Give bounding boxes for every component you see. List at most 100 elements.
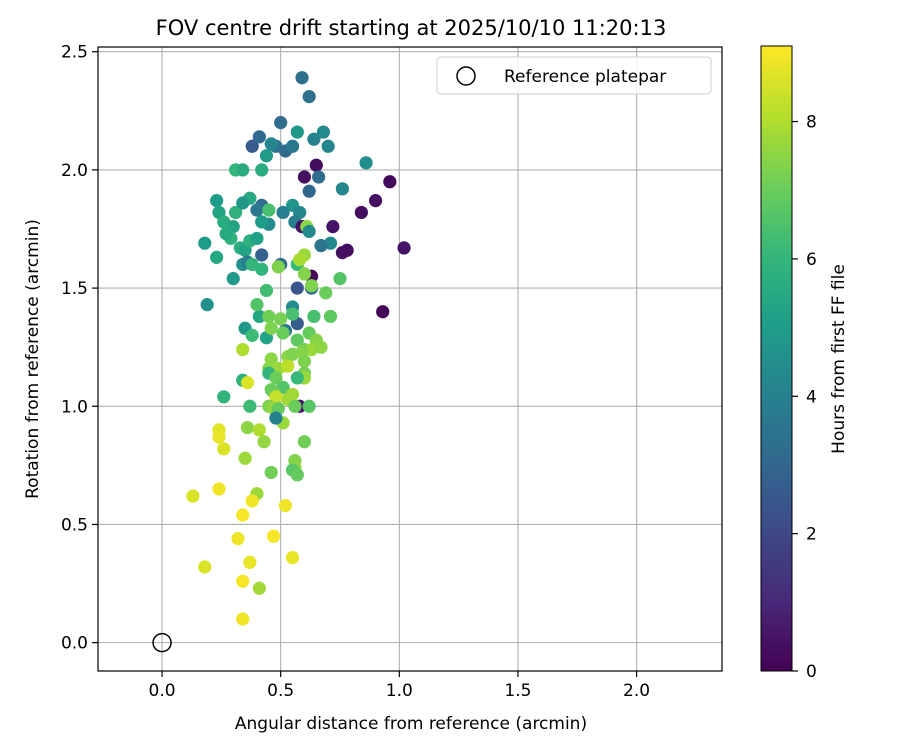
data-point (238, 451, 252, 465)
data-point (264, 465, 278, 480)
data-point (252, 309, 266, 324)
x-axis-label: Angular distance from reference (arcmin) (235, 714, 587, 734)
data-point (269, 411, 283, 425)
data-point (278, 498, 293, 513)
legend-marker-open-circle (456, 66, 476, 86)
reference-platepar-marker (152, 632, 172, 653)
data-point (186, 489, 200, 503)
y-tick-label: 1.5 (61, 279, 88, 299)
data-point (243, 399, 257, 413)
colorbar-tick-label: 4 (806, 387, 817, 407)
data-point (252, 423, 266, 437)
data-point (281, 359, 295, 373)
data-point (212, 430, 226, 444)
data-point (236, 342, 250, 357)
data-point (243, 555, 257, 569)
data-point (302, 90, 316, 104)
data-point (245, 494, 259, 508)
data-point (210, 250, 224, 264)
data-point (285, 139, 300, 153)
data-point (312, 170, 326, 184)
data-point (271, 260, 285, 274)
data-point (290, 333, 304, 347)
data-point (307, 309, 321, 324)
plot-frame (97, 46, 723, 672)
data-point (354, 205, 368, 220)
data-point (307, 132, 321, 146)
data-point (319, 286, 333, 300)
data-point (245, 139, 259, 153)
data-point (290, 125, 304, 139)
grid-lines (98, 47, 722, 671)
data-point (321, 139, 335, 153)
data-point (259, 149, 274, 163)
data-point (397, 241, 411, 255)
data-point (323, 309, 338, 324)
data-point (304, 279, 319, 293)
colorbar-label: Hours from first FF file (829, 264, 849, 454)
data-point (302, 399, 316, 413)
data-point (236, 612, 250, 626)
data-point (359, 156, 373, 170)
legend-box (436, 56, 712, 95)
data-point (259, 283, 274, 298)
y-tick-label: 1.0 (61, 397, 88, 417)
data-point (198, 560, 212, 574)
y-tick-label: 2.0 (61, 161, 88, 181)
y-tick-label: 0.5 (61, 515, 88, 535)
data-point (295, 71, 309, 85)
data-point (240, 376, 255, 390)
y-axis-ticks: 0.0 0.5 1.0 1.5 2.0 2.5 (61, 43, 98, 654)
data-point (274, 312, 288, 326)
x-tick-label: 0.0 (149, 681, 176, 701)
data-point (376, 305, 390, 319)
colorbar (760, 45, 793, 672)
y-tick-label: 0.0 (61, 634, 88, 654)
data-point (269, 390, 283, 404)
data-point (219, 227, 233, 241)
data-point (255, 163, 269, 177)
data-point (217, 390, 231, 404)
colorbar-ticks: 0 2 4 6 8 (792, 113, 817, 682)
data-point (210, 194, 224, 208)
data-point (236, 163, 250, 177)
data-point (264, 137, 278, 151)
data-point (383, 175, 397, 189)
y-tick-label: 2.5 (61, 43, 88, 63)
data-point (290, 371, 304, 385)
x-tick-label: 2.0 (623, 681, 650, 701)
data-point (250, 231, 264, 246)
data-point (198, 236, 212, 250)
data-points (186, 71, 411, 626)
data-point (212, 482, 226, 496)
data-point (288, 399, 302, 413)
x-axis-ticks: 0.0 0.5 1.0 1.5 2.0 (149, 671, 650, 701)
legend-label: Reference platepar (504, 67, 666, 87)
data-point (245, 328, 259, 342)
data-point (262, 309, 276, 324)
data-point (314, 238, 328, 253)
colorbar-tick-label: 6 (806, 250, 817, 270)
legend: Reference platepar (436, 56, 712, 95)
data-point (252, 581, 266, 595)
data-point (368, 194, 383, 208)
data-point (217, 442, 231, 456)
data-point (302, 184, 316, 198)
data-point (264, 352, 278, 366)
colorbar-tick-label: 8 (806, 113, 817, 133)
data-point (297, 435, 312, 449)
data-point (262, 203, 276, 217)
chart-title: FOV centre drift starting at 2025/10/10 … (156, 16, 667, 40)
data-point (269, 371, 283, 385)
data-point (200, 298, 214, 312)
data-point (236, 196, 250, 210)
data-point (297, 267, 312, 281)
data-point (309, 158, 323, 172)
data-point (276, 205, 290, 220)
data-point (257, 435, 271, 449)
colorbar-tick-label: 0 (806, 662, 817, 682)
data-point (226, 272, 240, 286)
data-point (297, 170, 312, 184)
